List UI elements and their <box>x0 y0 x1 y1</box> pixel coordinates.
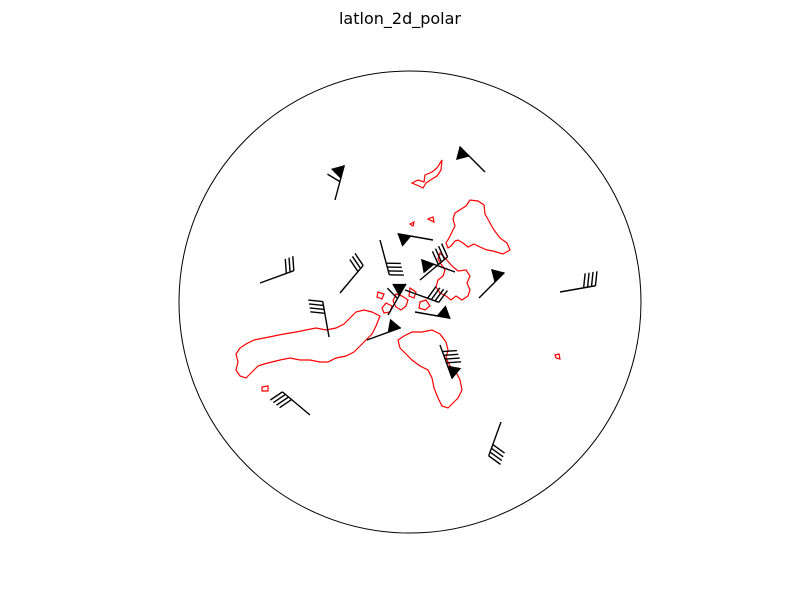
barb-staff <box>397 233 434 241</box>
wind-barb-16 <box>439 344 462 380</box>
barb-flag <box>436 305 451 319</box>
barb-line <box>590 271 594 287</box>
wind-barb-7 <box>339 252 364 294</box>
barb-staff <box>259 270 295 284</box>
barb-staff <box>559 285 596 293</box>
barb-line <box>488 455 501 465</box>
wind-barb-13 <box>366 318 402 341</box>
coastline-west-continent <box>235 309 381 392</box>
wind-barb-2 <box>327 165 345 201</box>
barb-flag <box>397 233 412 247</box>
barb-staff <box>366 327 402 341</box>
barb-line <box>288 257 291 273</box>
barb-line <box>426 286 437 299</box>
barb-line <box>387 266 402 268</box>
barb-line <box>349 259 359 272</box>
barb-line <box>443 353 459 357</box>
wind-barb-6 <box>259 256 295 284</box>
barb-line <box>582 273 586 288</box>
wind-barb-14 <box>386 283 407 316</box>
barb-staff <box>322 301 330 338</box>
wind-barbs <box>259 146 598 465</box>
barb-line <box>386 287 399 300</box>
barb-line <box>441 243 449 258</box>
barb-staff <box>339 264 364 294</box>
barb-line <box>445 357 460 360</box>
wind-barb-3 <box>397 233 434 247</box>
chart-title: latlon_2d_polar <box>339 9 461 29</box>
coastline-island-1 <box>408 220 415 227</box>
barb-line <box>438 290 448 303</box>
barb-line <box>492 443 505 454</box>
barb-line <box>446 361 462 364</box>
coastlines <box>235 159 561 409</box>
barb-flag <box>456 146 470 160</box>
barb-line <box>279 398 293 409</box>
wind-barb-9 <box>419 243 449 281</box>
barb-staff <box>459 146 486 173</box>
barb-line <box>388 270 403 272</box>
barb-line <box>389 274 404 276</box>
barb-line <box>431 250 440 265</box>
barb-line <box>292 256 295 271</box>
barb-line <box>284 258 288 274</box>
wind-barb-18 <box>488 421 505 465</box>
barb-staff <box>419 256 449 281</box>
barb-staff <box>420 259 456 273</box>
coastline-north-continent <box>445 199 511 255</box>
barb-line <box>430 287 441 300</box>
wind-barb-12 <box>420 259 456 274</box>
barb-staff <box>281 391 311 416</box>
wind-barb-4 <box>478 269 505 299</box>
wind-barb-10 <box>404 286 448 303</box>
barb-line <box>437 245 446 260</box>
barb-line <box>310 311 325 315</box>
barb-staff <box>478 272 505 299</box>
coastline-east-landmass <box>410 159 443 189</box>
barb-flag <box>491 269 505 283</box>
coastline-small-island-east <box>554 353 561 360</box>
barb-line <box>269 391 283 401</box>
barb-line <box>491 447 504 458</box>
barb-line <box>594 271 598 286</box>
barb-line <box>276 396 289 406</box>
barb-line <box>434 288 445 302</box>
barb-line <box>489 451 503 462</box>
wind-barb-8 <box>379 239 404 276</box>
wind-barb-11 <box>414 305 451 319</box>
wind-barb-15 <box>308 299 330 338</box>
barb-staff <box>488 421 502 457</box>
barb-line <box>308 299 323 303</box>
barb-staff <box>439 344 453 380</box>
barb-staff <box>379 239 390 275</box>
barb-flag <box>421 259 435 274</box>
coastline-central-islands <box>376 251 471 314</box>
barb-line <box>434 248 443 263</box>
barb-line <box>386 262 401 265</box>
barb-flag <box>387 318 401 333</box>
barb-line <box>354 252 364 266</box>
coastline-island-2 <box>426 216 435 224</box>
barb-line <box>309 307 325 311</box>
barb-line <box>327 173 341 183</box>
coastline-south-continent <box>397 329 463 409</box>
barb-flag <box>330 165 345 179</box>
barb-line <box>273 393 286 404</box>
barb-flag <box>392 283 406 296</box>
map-boundary <box>178 70 642 534</box>
barb-line <box>308 303 324 307</box>
wind-barb-1 <box>456 146 486 173</box>
barb-line <box>351 256 362 269</box>
wind-barb-17 <box>269 391 311 416</box>
barb-flag <box>447 365 462 379</box>
wind-barb-5 <box>559 271 598 293</box>
barb-staff <box>404 289 440 303</box>
barb-line <box>586 272 590 288</box>
barb-line <box>442 349 457 353</box>
